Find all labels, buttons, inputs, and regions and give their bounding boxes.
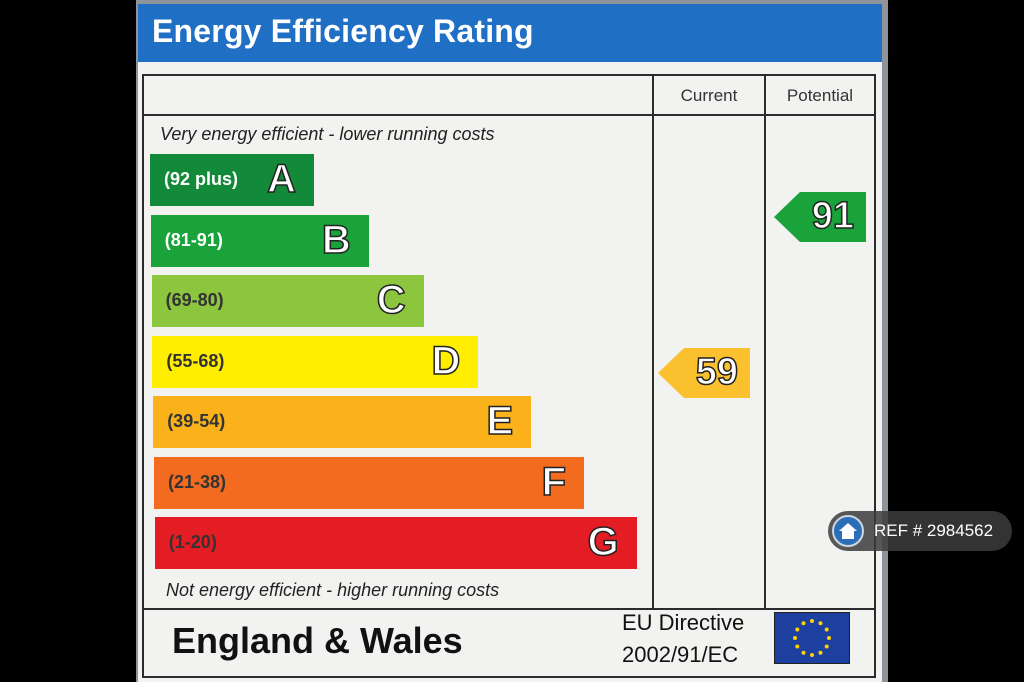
band-g: (1-20) G xyxy=(154,517,637,569)
band-letter: C xyxy=(376,277,406,323)
title-bar: Energy Efficiency Rating xyxy=(138,4,882,62)
band-a: (92 plus) A xyxy=(150,154,314,206)
band-range: (39-54) xyxy=(167,411,226,431)
home-icon xyxy=(832,515,864,547)
eu-star xyxy=(824,644,829,649)
band-b: (81-91) B xyxy=(150,214,369,267)
eu-star xyxy=(801,650,806,655)
current-rating-value: 59 xyxy=(695,350,739,394)
eu-star xyxy=(827,636,831,640)
potential-arrow-shape xyxy=(774,192,866,242)
eu-stars xyxy=(793,619,831,657)
header-divider xyxy=(144,114,874,116)
bottom-caption: Not energy efficient - higher running co… xyxy=(166,580,500,600)
band-letter: A xyxy=(266,156,296,202)
column-current: Current xyxy=(680,86,738,105)
potential-rating-value: 91 xyxy=(811,194,855,238)
epc-image: Energy Efficiency Rating Current Potenti… xyxy=(136,0,888,682)
eu-star xyxy=(795,644,800,649)
band-d: (55-68) D xyxy=(152,335,479,388)
eu-star xyxy=(818,621,823,626)
band-range: (1-20) xyxy=(168,532,217,552)
energy-chart: Energy Efficiency Rating Current Potenti… xyxy=(138,4,882,682)
directive-line1: EU Directive xyxy=(622,610,745,635)
eu-star xyxy=(793,636,797,640)
band-range: (21-38) xyxy=(168,471,227,492)
eu-star xyxy=(801,621,806,626)
eu-star xyxy=(810,619,814,623)
eu-flag-icon xyxy=(774,612,850,664)
band-range: (55-68) xyxy=(166,350,225,371)
chart-title: Energy Efficiency Rating xyxy=(152,13,534,49)
rating-grid: Current Potential Very energy efficient … xyxy=(142,74,876,678)
top-caption: Very energy efficient - lower running co… xyxy=(160,124,495,144)
band-letter: G xyxy=(587,519,620,565)
band-range: (92 plus) xyxy=(164,169,239,189)
eu-star xyxy=(795,627,800,632)
footer-divider xyxy=(144,608,874,610)
band-letter: E xyxy=(486,398,514,444)
eu-star xyxy=(824,627,829,632)
band-letter: D xyxy=(431,338,461,384)
eu-star xyxy=(810,653,814,657)
divider-potential xyxy=(764,76,766,610)
band-e: (39-54) E xyxy=(153,396,532,448)
band-f: (21-38) F xyxy=(154,456,584,509)
ref-text: REF # 2984562 xyxy=(874,521,994,540)
band-letter: B xyxy=(321,217,351,263)
directive-line2: 2002/91/EC xyxy=(622,642,739,667)
column-potential: Potential xyxy=(786,86,854,105)
band-range: (69-80) xyxy=(165,290,224,310)
potential-rating-arrow: 91 xyxy=(774,192,866,242)
current-arrow-shape xyxy=(658,348,750,398)
current-rating-arrow: 59 xyxy=(658,348,750,398)
divider-current xyxy=(652,76,654,610)
band-range: (81-91) xyxy=(164,229,223,250)
eu-star xyxy=(818,650,823,655)
region-label: England & Wales xyxy=(172,620,463,661)
ref-badge[interactable]: REF # 2984562 xyxy=(828,511,1012,551)
band-letter: F xyxy=(541,459,567,505)
band-c: (69-80) C xyxy=(151,275,424,327)
